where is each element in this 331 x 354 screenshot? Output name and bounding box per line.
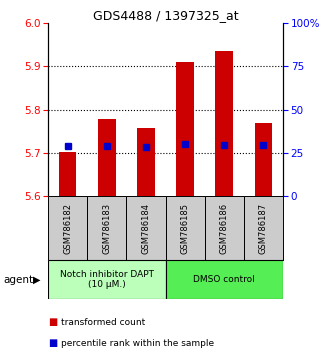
Text: ■: ■ xyxy=(48,317,57,327)
Text: GSM786185: GSM786185 xyxy=(181,203,190,254)
Bar xyxy=(205,196,244,260)
Bar xyxy=(166,196,205,260)
Text: GSM786187: GSM786187 xyxy=(259,203,268,254)
Bar xyxy=(48,260,166,299)
Bar xyxy=(98,119,116,196)
Bar xyxy=(244,196,283,260)
Text: Notch inhibitor DAPT
(10 μM.): Notch inhibitor DAPT (10 μM.) xyxy=(60,270,154,289)
Text: agent: agent xyxy=(3,275,33,285)
Bar xyxy=(48,196,87,260)
Title: GDS4488 / 1397325_at: GDS4488 / 1397325_at xyxy=(93,9,238,22)
Bar xyxy=(137,129,155,196)
Text: transformed count: transformed count xyxy=(61,318,146,327)
Text: GSM786182: GSM786182 xyxy=(63,203,72,254)
Bar xyxy=(215,51,233,196)
Text: ▶: ▶ xyxy=(33,275,41,285)
Bar xyxy=(59,152,76,196)
Text: GSM786183: GSM786183 xyxy=(102,203,111,254)
Bar xyxy=(87,196,126,260)
Text: GSM786184: GSM786184 xyxy=(141,203,150,254)
Bar xyxy=(126,196,166,260)
Text: ■: ■ xyxy=(48,338,57,348)
Text: percentile rank within the sample: percentile rank within the sample xyxy=(61,339,214,348)
Bar xyxy=(255,123,272,196)
Bar xyxy=(176,62,194,196)
Bar xyxy=(166,260,283,299)
Text: DMSO control: DMSO control xyxy=(193,275,255,284)
Text: GSM786186: GSM786186 xyxy=(220,203,229,254)
